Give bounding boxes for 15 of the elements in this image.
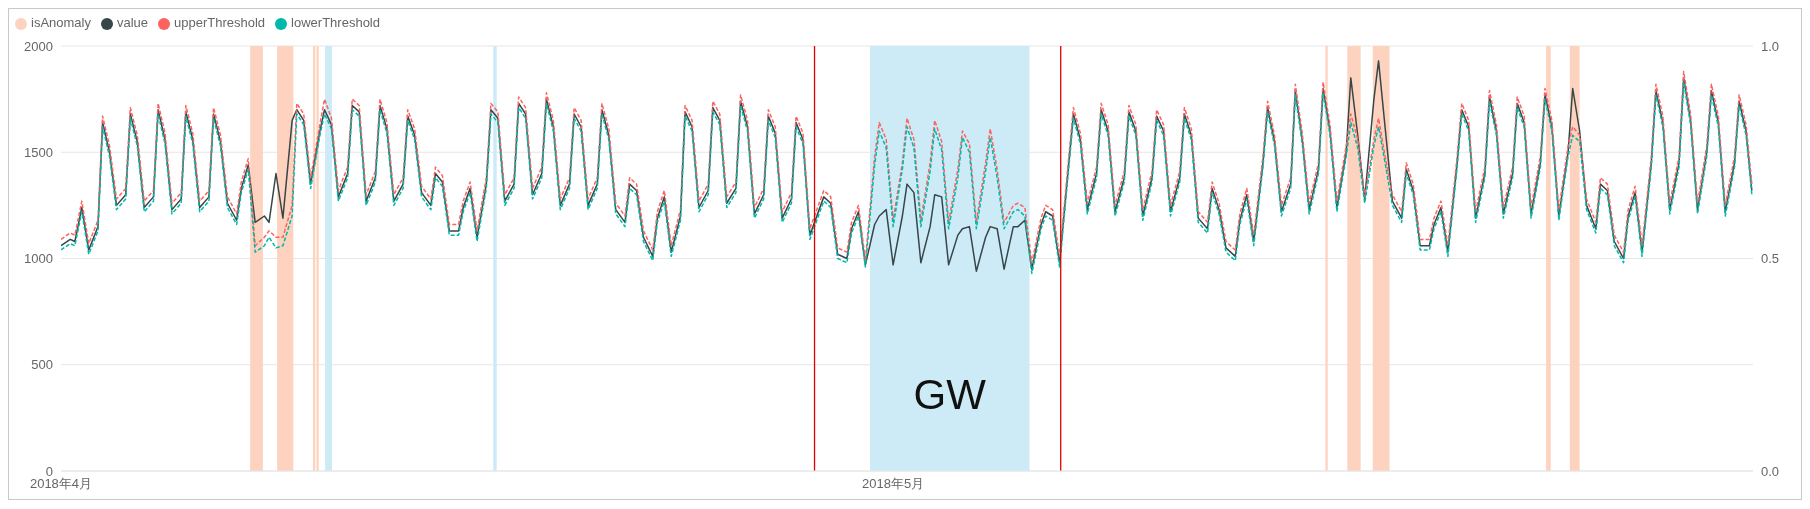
y2-tick-label: 0.5: [1761, 251, 1780, 267]
legend-label: lowerThreshold: [291, 15, 380, 30]
y-tick-label: 500: [31, 357, 53, 373]
legend-label: value: [116, 15, 149, 30]
y-tick-label: 1000: [24, 251, 53, 267]
x-tick-label: 2018年5月: [862, 476, 925, 492]
y2-tick-label: 0.0: [1761, 463, 1780, 479]
legend-label: upperThreshold: [174, 15, 266, 30]
legend-label: isAnomaly: [31, 15, 91, 30]
y2-tick-label: 1.0: [1761, 38, 1780, 54]
band-label: GW: [913, 371, 987, 418]
y-tick-label: 1500: [24, 144, 53, 160]
y-tick-label: 2000: [24, 38, 53, 54]
y-tick-label: 0: [45, 463, 53, 479]
x-tick-label: 2018年4月: [29, 476, 93, 492]
